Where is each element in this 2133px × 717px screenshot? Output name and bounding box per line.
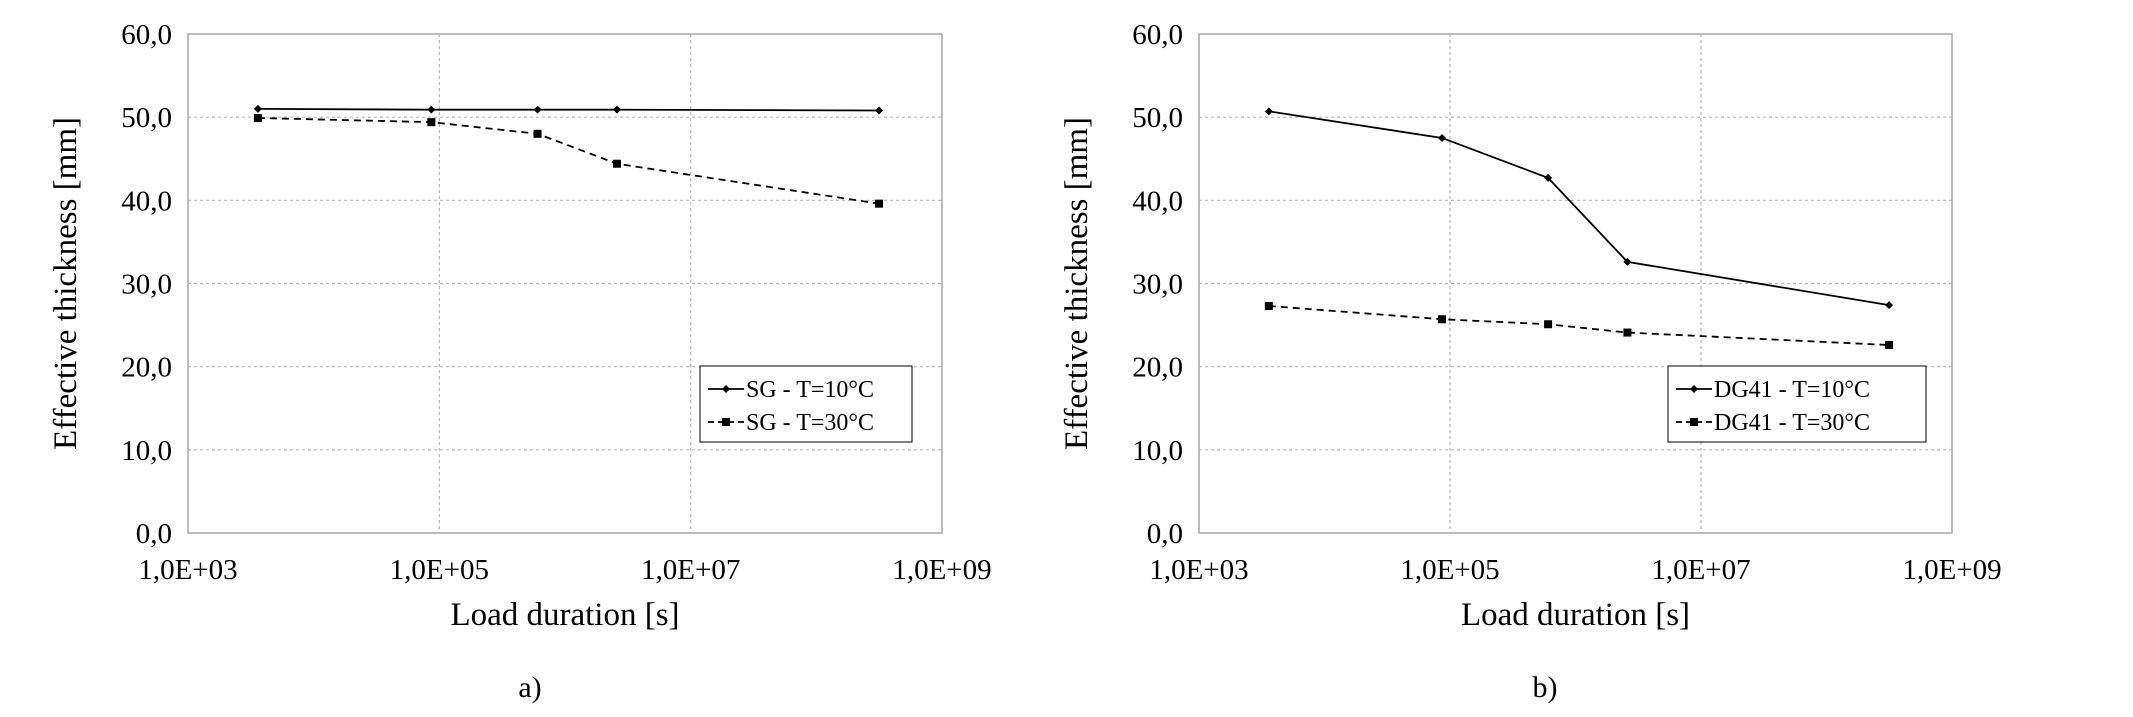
y-axis-title: Effective thickness [mm] <box>48 117 84 450</box>
data-point <box>533 129 542 138</box>
y-tick-label: 30,0 <box>121 269 172 301</box>
series-0 <box>1264 107 1894 310</box>
legend-box <box>1667 365 1927 443</box>
x-tick-label: 1,0E+07 <box>1651 554 1750 586</box>
y-tick-label: 50,0 <box>121 102 172 134</box>
legend-label: DG41 - T=30°C <box>1714 410 1870 436</box>
y-tick-label: 50,0 <box>1132 102 1183 134</box>
y-tick-label: 20,0 <box>121 352 172 384</box>
data-point <box>1264 107 1273 116</box>
x-tick-label: 1,0E+09 <box>1902 554 2001 586</box>
series-0 <box>253 104 884 115</box>
data-point <box>612 105 621 114</box>
legend-swatch-marker <box>1690 418 1698 426</box>
legend: SG - T=10°C SG - T=30°C <box>699 365 913 443</box>
x-axis-title: Load duration [s] <box>450 597 679 633</box>
data-point <box>427 118 436 127</box>
data-point <box>533 105 542 114</box>
chart-b: 0,0 10,0 20,0 30,0 40,0 50,0 60,0 1,0E+03 1,0E+0… <box>1059 19 2002 704</box>
y-tick-label: 40,0 <box>1132 185 1183 217</box>
legend-label: DG41 - T=10°C <box>1714 377 1870 403</box>
y-tick-label: 60,0 <box>121 19 172 51</box>
x-axis-title: Load duration [s] <box>1461 597 1690 633</box>
legend-swatch-marker <box>722 385 730 393</box>
data-point <box>1264 301 1273 310</box>
chart-caption: a) <box>518 671 541 704</box>
plot-area <box>1198 33 1953 534</box>
y-tick-label: 10,0 <box>1132 435 1183 467</box>
y-tick-label: 0,0 <box>136 518 172 550</box>
data-point <box>427 105 436 114</box>
data-point <box>1885 301 1894 310</box>
x-tick-label: 1,0E+07 <box>641 554 740 586</box>
x-tick-label: 1,0E+05 <box>390 554 489 586</box>
chart-a: 0,0 10,0 20,0 30,0 40,0 50,0 60,0 1,0E+03 1,0E+0… <box>48 19 992 704</box>
legend-swatch-marker <box>722 418 730 426</box>
x-tick-label: 1,0E+09 <box>892 554 991 586</box>
chart-caption: b) <box>1533 671 1558 704</box>
series-1 <box>253 113 884 208</box>
data-point <box>253 104 262 113</box>
data-point <box>1544 320 1553 329</box>
data-point <box>875 106 884 115</box>
x-tick-label: 1,0E+03 <box>138 554 237 586</box>
legend-box <box>699 365 913 443</box>
y-tick-label: 0,0 <box>1147 518 1183 550</box>
legend-label: SG - T=10°C <box>746 377 874 403</box>
x-tick-label: 1,0E+05 <box>1400 554 1499 586</box>
data-point <box>1544 173 1553 182</box>
legend-label: SG - T=30°C <box>746 410 874 436</box>
legend: DG41 - T=10°C DG41 - T=30°C <box>1667 365 1927 443</box>
legend-swatch-marker <box>1690 385 1698 393</box>
data-point <box>1438 133 1447 142</box>
data-point <box>253 113 262 122</box>
y-axis-title: Effective thickness [mm] <box>1059 117 1095 450</box>
data-point <box>1438 315 1447 324</box>
data-point <box>612 159 621 168</box>
y-tick-label: 40,0 <box>121 185 172 217</box>
data-point <box>1623 328 1632 337</box>
y-tick-label: 30,0 <box>1132 269 1183 301</box>
series-1 <box>1264 301 1894 350</box>
y-tick-label: 10,0 <box>121 435 172 467</box>
x-tick-label: 1,0E+03 <box>1149 554 1248 586</box>
y-tick-label: 20,0 <box>1132 352 1183 384</box>
plot-area <box>187 33 943 534</box>
y-tick-label: 60,0 <box>1132 19 1183 51</box>
data-point <box>1623 257 1632 266</box>
data-point <box>1885 341 1894 350</box>
data-point <box>875 199 884 208</box>
